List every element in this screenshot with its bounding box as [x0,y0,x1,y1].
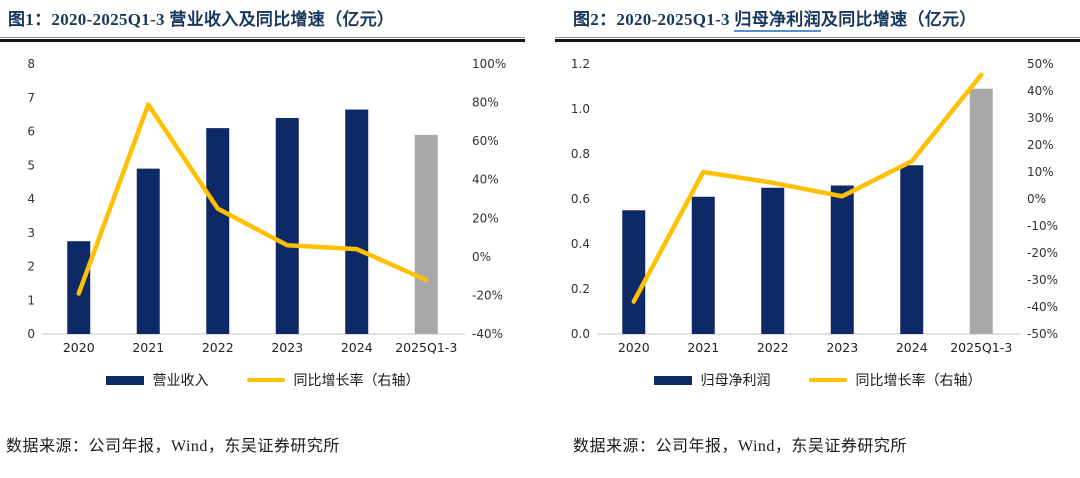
legend-item: 营业收入 [105,370,209,390]
right-axis-tick-label: 80% [472,96,499,110]
left-axis-tick-label: 0 [27,327,35,341]
bar-2020 [622,210,646,334]
legend-bar-swatch [653,375,692,385]
x-axis-label: 2024 [341,340,373,355]
source-note: 数据来源：公司年报，Wind，东吴证券研究所 [6,438,340,455]
legend-label: 同比增长率（右轴） [855,374,982,389]
source-note: 数据来源：公司年报，Wind，东吴证券研究所 [573,438,907,455]
legend-label: 营业收入 [152,374,209,389]
right-axis-tick-label: -20% [1027,246,1058,260]
x-axis-label: 2021 [132,340,164,355]
left-axis-tick-label: 4 [27,192,35,206]
figure-title-segment: 及同比增速（亿元） [820,10,977,29]
right-axis-tick-label: 20% [472,211,499,225]
legend-label: 同比增长率（右轴） [293,374,420,389]
left-axis-tick-label: 1.0 [571,102,590,116]
bar-2021 [691,196,715,334]
x-axis-label: 2025Q1-3 [395,340,457,355]
right-axis-tick-label: 0% [1027,192,1046,206]
chart-legend: 归母净利润 同比增长率（右轴） [555,370,1080,390]
left-axis-tick-label: 7 [27,91,35,105]
title-underlined-term: 归母净利润 [734,10,821,32]
figure-2-title: 图2：2020-2025Q1-3 归母净利润及同比增速（亿元） [555,8,1080,32]
bar-2025Q1-3 [414,134,438,334]
figure-1-title: 图1：2020-2025Q1-3 营业收入及同比增速（亿元） [0,8,525,32]
left-axis-tick-label: 3 [27,226,35,240]
right-axis-tick-label: 0% [472,250,491,264]
legend-line-swatch [808,377,847,383]
figure-1: 图1：2020-2025Q1-3 营业收入及同比增速（亿元） 0 1 2 3 4 5 6 7 8… [0,6,525,456]
chart-legend: 营业收入 同比增长率（右轴） [0,370,525,390]
figures-row: 图1：2020-2025Q1-3 营业收入及同比增速（亿元） 0 1 2 3 4 5 6 7 8… [0,6,1080,456]
growth-line [631,72,984,304]
legend-item: 归母净利润 [653,370,771,390]
legend-label: 归母净利润 [700,374,771,389]
legend-line-swatch [246,377,285,383]
right-axis-tick-label: 60% [472,134,499,148]
left-axis-tick-label: 2 [27,260,35,274]
legend-bar-swatch [105,375,144,385]
left-axis-tick-label: 1 [27,293,35,307]
bar-2021 [136,168,160,334]
bar-2023 [275,118,299,334]
left-axis-tick-label: 6 [27,125,35,139]
x-axis-label: 2021 [687,340,719,355]
right-axis-tick-label: 20% [1027,138,1054,152]
left-axis-tick-label: 0.8 [571,147,590,161]
right-axis-tick-label: -20% [472,288,503,302]
left-axis-tick-label: 0.2 [571,282,590,296]
x-axis-label: 2020 [618,340,650,355]
legend-item: 同比增长率（右轴） [808,370,982,390]
right-axis-tick-label: -40% [1027,300,1058,314]
title-rule [0,37,525,42]
left-axis-tick-label: 0.4 [571,237,590,251]
left-axis-tick-label: 0.0 [571,327,590,341]
left-axis-tick-label: 5 [27,158,35,172]
right-axis-tick-label: 40% [472,173,499,187]
figure-title-segment: 图2：2020-2025Q1-3 [573,10,735,29]
x-axis-label: 2023 [271,340,303,355]
right-axis-tick-label: 40% [1027,84,1054,98]
left-axis-tick-label: 1.2 [571,57,590,71]
right-axis-tick-label: -30% [1027,273,1058,287]
growth-line [76,102,429,296]
legend-item: 同比增长率（右轴） [246,370,420,390]
x-axis-label: 2024 [896,340,928,355]
figure-2: 图2：2020-2025Q1-3 归母净利润及同比增速（亿元） 0.0 0.2 0.… [555,6,1080,456]
x-axis-label: 2022 [202,340,234,355]
right-axis-tick-label: 10% [1027,165,1054,179]
title-rule [555,37,1080,42]
bar-2022 [206,128,230,334]
x-axis-label: 2020 [63,340,95,355]
bar-2023 [830,185,854,334]
bar-2025Q1-3 [969,88,993,334]
x-axis-label: 2022 [757,340,789,355]
right-axis-tick-label: 50% [1027,57,1054,71]
bar-2024 [345,109,369,334]
left-axis-tick-label: 0.6 [571,192,590,206]
right-axis-tick-label: -10% [1027,219,1058,233]
bar-2024 [900,165,924,334]
figure-title-segment: 图1：2020-2025Q1-3 营业收入及同比增速（亿元） [8,10,395,29]
x-axis-label: 2025Q1-3 [950,340,1012,355]
right-axis-tick-label: -40% [472,327,503,341]
x-axis-label: 2023 [826,340,858,355]
bar-2022 [761,187,785,334]
revenue-growth-chart: 0 1 2 3 4 5 6 7 8 -40% -20% 0% 20% 40% 60% 80% 100% 2020 2… [27,57,506,355]
right-axis-tick-label: 30% [1027,111,1054,125]
right-axis-tick-label: 100% [472,57,506,71]
right-axis-tick-label: -50% [1027,327,1058,341]
left-axis-tick-label: 8 [27,57,35,71]
net-profit-growth-chart: 0.0 0.2 0.4 0.6 0.8 1.0 1.2 -50% -40% -30% -20% -10… [571,57,1058,355]
